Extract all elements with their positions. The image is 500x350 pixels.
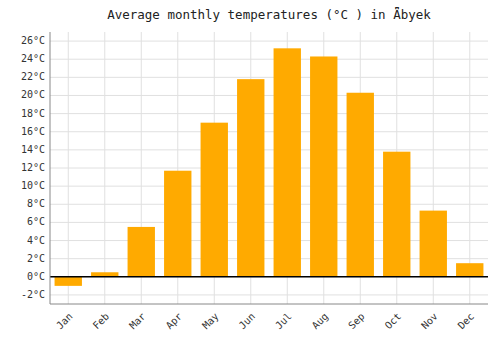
x-tick-label: Oct [383,311,404,332]
baseline [50,276,488,278]
x-tick-label: Nov [419,311,440,332]
y-tick-label: 12°C [21,162,45,173]
y-grid-line [50,186,488,187]
y-grid-line [50,131,488,132]
chart-svg: -2°C 0°C 2°C 4°C 6°C 8°C 10°C 12°C 14°C 16°C 18°C 2… [0,0,500,350]
y-grid-line [50,113,488,114]
y-tick-label: 24°C [21,53,45,64]
bar [420,211,447,277]
y-tick-label: 20°C [21,89,45,100]
x-tick-label: Aug [310,311,331,332]
y-grid-line [50,168,488,169]
bar [237,79,264,277]
bar [201,123,228,277]
x-tick-labels: Jan Feb Mar Apr May Jun Jul Aug Sep Oct Nov Dec [54,311,476,332]
y-tick-labels: -2°C 0°C 2°C 4°C 6°C 8°C 10°C 12°C 14°C 16°C 18°C 2… [21,35,45,300]
bars [55,48,484,286]
bar [55,277,82,286]
x-grid-line [104,32,105,304]
x-tick-label: Feb [91,311,112,332]
y-grid-line [50,149,488,150]
x-grid-line [68,32,69,304]
x-tick-label: Jan [54,311,75,332]
y-tick-label: 6°C [27,216,45,227]
y-tick-label: 4°C [27,235,45,246]
x-tick-label: Apr [164,311,185,332]
y-tick-label: 18°C [21,108,45,119]
bar [310,56,337,276]
y-grid-line [50,41,488,42]
bar [128,227,155,277]
x-tick-label: Mar [127,311,148,332]
y-tick-label: -2°C [21,289,45,300]
bar [347,93,374,277]
y-tick-label: 2°C [27,253,45,264]
y-axis-line [50,32,51,304]
x-tick-label: Jun [237,311,258,332]
y-tick-label: 0°C [27,271,45,282]
bar [274,48,301,276]
y-tick-label: 22°C [21,71,45,82]
x-tick-label: Dec [456,311,477,332]
y-tick-label: 14°C [21,144,45,155]
x-tick-label: Jul [273,311,294,332]
bar [383,152,410,277]
y-tick-label: 26°C [21,35,45,46]
x-tick-label: May [200,311,221,332]
y-grid-line [50,77,488,78]
y-grid-line [50,95,488,96]
chart-container: -2°C 0°C 2°C 4°C 6°C 8°C 10°C 12°C 14°C 16°C 18°C 2… [0,0,500,350]
x-tick-label: Sep [346,311,367,332]
bar [456,263,483,277]
y-grid-line [50,204,488,205]
y-tick-label: 10°C [21,180,45,191]
bar [164,171,191,277]
y-tick-label: 16°C [21,126,45,137]
y-grid-line [50,276,488,277]
y-tick-label: 8°C [27,198,45,209]
y-grid-line [50,294,488,295]
grid [50,32,488,304]
y-grid-line [50,59,488,60]
x-axis-line [50,304,488,305]
title: Average monthly temperatures (°C ) in Ǟ… [107,7,431,22]
